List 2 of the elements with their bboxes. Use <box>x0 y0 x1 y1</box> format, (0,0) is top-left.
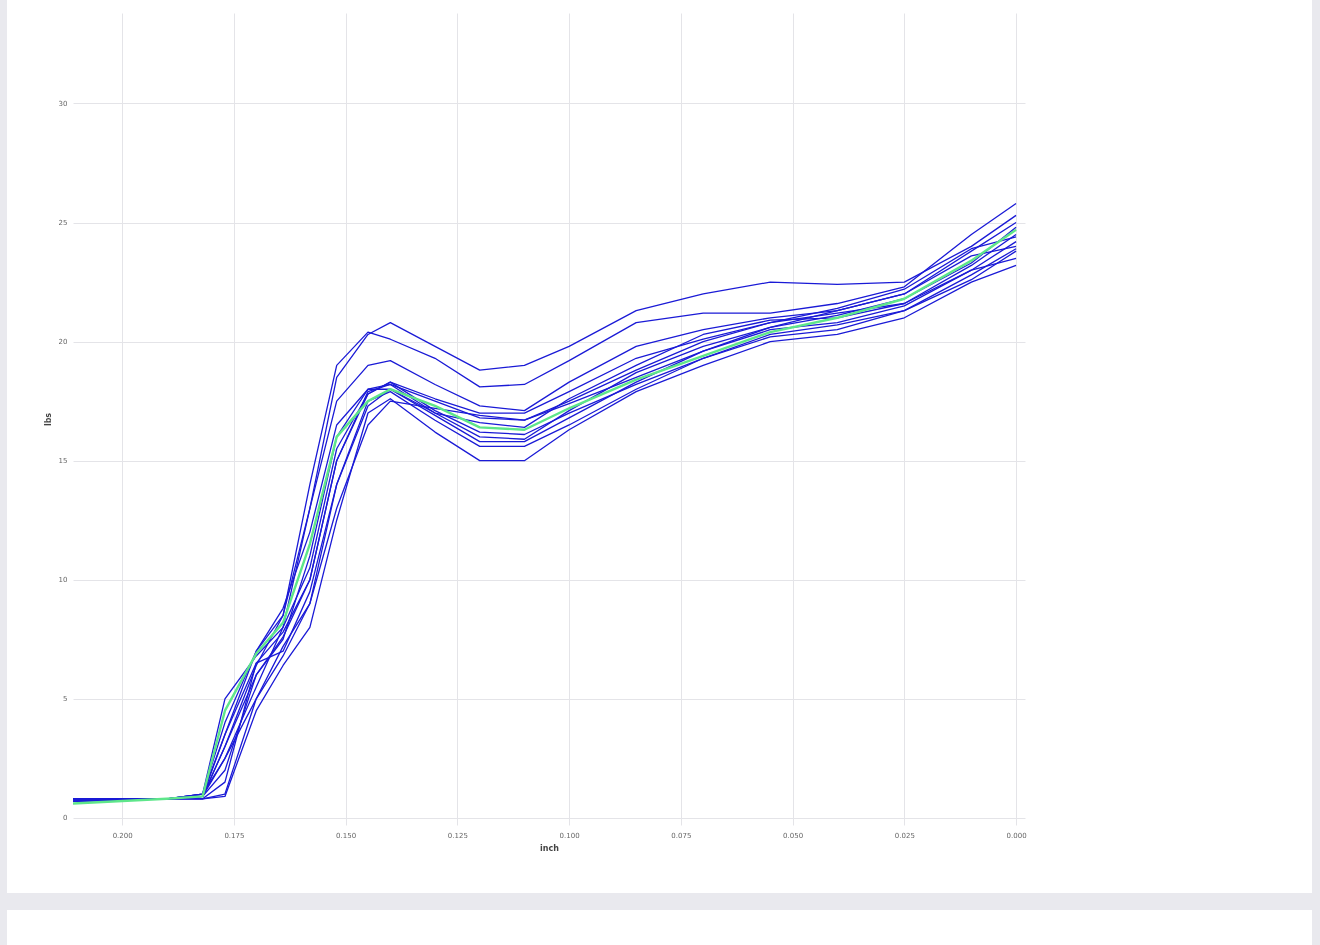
x-axis-title: inch <box>540 843 560 853</box>
y-axis-title: lbs <box>43 412 53 427</box>
